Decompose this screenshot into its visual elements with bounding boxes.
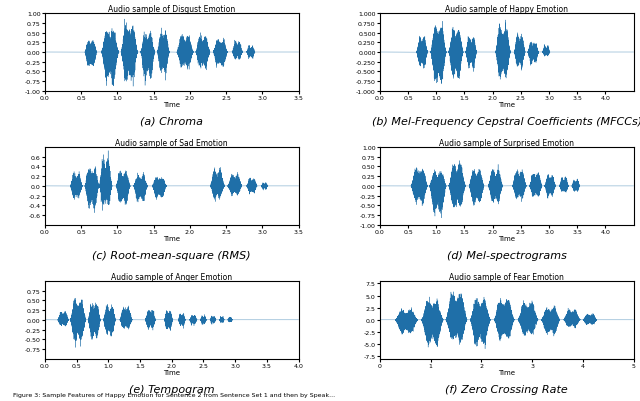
Text: (f) Zero Crossing Rate: (f) Zero Crossing Rate	[445, 384, 568, 394]
X-axis label: Time: Time	[498, 102, 515, 108]
X-axis label: Time: Time	[163, 369, 180, 375]
Title: Audio sample of Happy Emotion: Audio sample of Happy Emotion	[445, 5, 568, 14]
Title: Audio sample of Sad Emotion: Audio sample of Sad Emotion	[115, 139, 228, 148]
X-axis label: Time: Time	[163, 102, 180, 108]
Title: Audio sample of Surprised Emotion: Audio sample of Surprised Emotion	[439, 139, 574, 148]
Title: Audio sample of Disgust Emotion: Audio sample of Disgust Emotion	[108, 5, 236, 14]
X-axis label: Time: Time	[163, 236, 180, 242]
X-axis label: Time: Time	[498, 236, 515, 242]
Title: Audio sample of Fear Emotion: Audio sample of Fear Emotion	[449, 272, 564, 281]
Title: Audio sample of Anger Emotion: Audio sample of Anger Emotion	[111, 272, 232, 281]
Text: (e) Tempogram: (e) Tempogram	[129, 384, 214, 394]
Text: (c) Root-mean-square (RMS): (c) Root-mean-square (RMS)	[92, 250, 251, 260]
Text: (b) Mel-Frequency Cepstral Coefficients (MFCCs): (b) Mel-Frequency Cepstral Coefficients …	[372, 117, 640, 127]
Text: (d) Mel-spectrograms: (d) Mel-spectrograms	[447, 250, 566, 260]
X-axis label: Time: Time	[498, 369, 515, 375]
Text: (a) Chroma: (a) Chroma	[140, 117, 203, 127]
Text: Figure 3: Sample Features of Happy Emotion for Sentence 2 from Sentence Set 1 an: Figure 3: Sample Features of Happy Emoti…	[13, 392, 335, 397]
